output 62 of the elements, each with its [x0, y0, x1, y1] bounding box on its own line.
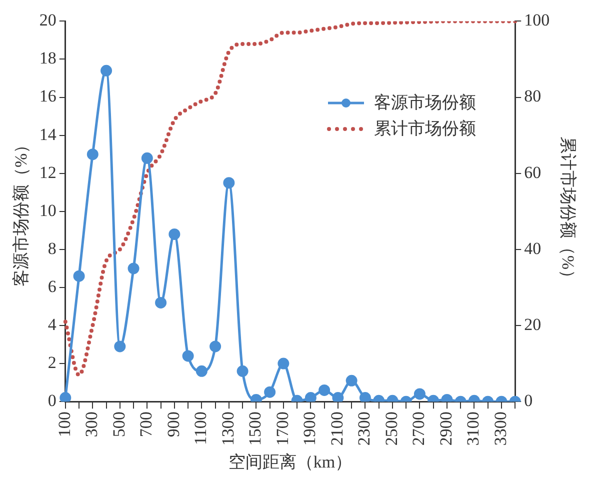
y2-tick-label: 40 — [524, 238, 542, 258]
point — [114, 340, 126, 352]
x-tick-label: 3300 — [490, 412, 510, 446]
point — [100, 64, 112, 76]
y2-axis-title: 累计市场份额（%） — [558, 136, 578, 286]
point — [278, 358, 290, 370]
y-tick-label: 16 — [39, 86, 56, 106]
point — [141, 152, 153, 164]
point — [60, 392, 72, 402]
x-tick-label: 2500 — [382, 412, 401, 446]
x-tick-label: 1100 — [191, 412, 210, 445]
point — [304, 392, 316, 402]
point — [155, 296, 167, 308]
y-tick-label: 2 — [48, 353, 56, 372]
x-tick-label: 900 — [164, 412, 183, 438]
y-tick-label: 8 — [48, 238, 56, 258]
point — [318, 384, 330, 396]
y-tick-label: 12 — [39, 162, 56, 182]
line-series — [63, 21, 518, 377]
point — [182, 350, 194, 362]
legend-label: 累计市场份额 — [374, 118, 476, 140]
x-tick-label: 3100 — [464, 412, 483, 446]
point — [128, 262, 140, 274]
y-tick-label: 18 — [39, 48, 56, 68]
y2-tick-label: 80 — [524, 86, 542, 106]
x-tick-label: 1700 — [272, 412, 292, 446]
y-tick-label: 6 — [48, 276, 56, 296]
y-tick-label: 14 — [39, 124, 57, 144]
y-axis-title: 客源市场份额（%） — [12, 136, 31, 286]
x-tick-label: 2100 — [327, 412, 346, 446]
y2-tick-label: 100 — [524, 10, 550, 30]
y-tick-label: 4 — [48, 314, 57, 334]
x-tick-label: 2300 — [354, 412, 374, 446]
point — [264, 386, 276, 398]
x-tick-label: 1500 — [246, 412, 265, 446]
legend-label: 客源市场份额 — [374, 92, 476, 114]
x-tick-label: 1300 — [218, 412, 238, 446]
point — [210, 340, 222, 352]
point — [73, 270, 85, 282]
y2-tick-label: 20 — [524, 314, 542, 334]
x-tick-label: 700 — [136, 412, 156, 438]
x-axis-title: 空间距离（km） — [228, 452, 352, 472]
point — [223, 177, 235, 189]
x-tick-label: 2700 — [409, 412, 428, 446]
point — [332, 392, 344, 402]
x-tick-label: 2900 — [436, 412, 456, 446]
y-tick-label: 20 — [39, 10, 56, 30]
x-tick-label: 1900 — [300, 412, 320, 446]
point — [236, 365, 248, 377]
x-tick-label: 500 — [109, 412, 128, 438]
point — [196, 365, 208, 377]
x-tick-label: 300 — [82, 412, 102, 438]
x-tick-label: 100 — [54, 412, 74, 438]
y-tick-label: 0 — [48, 391, 56, 410]
point — [414, 388, 426, 400]
y-tick-label: 10 — [39, 200, 56, 220]
point — [359, 392, 371, 402]
y2-tick-label: 60 — [524, 162, 542, 182]
y2-tick-label: 0 — [524, 391, 533, 410]
point — [86, 148, 98, 160]
point — [346, 374, 358, 386]
point — [168, 228, 180, 240]
